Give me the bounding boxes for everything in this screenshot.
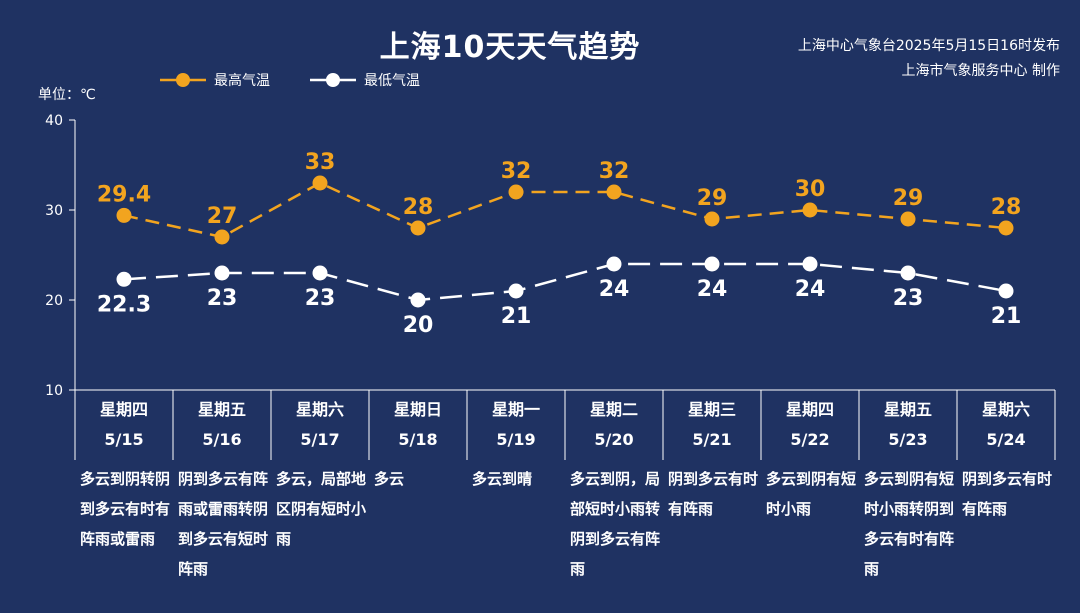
y-tick-label: 40 bbox=[45, 113, 63, 129]
data-point-low bbox=[704, 256, 720, 272]
day-header: 星期二 5/20 bbox=[565, 390, 663, 460]
day-header: 星期日 5/18 bbox=[369, 390, 467, 460]
data-label-low: 23 bbox=[207, 286, 238, 311]
publisher-line-2: 上海市气象服务中心 制作 bbox=[901, 63, 1060, 79]
data-label-low: 24 bbox=[697, 277, 728, 302]
day-header: 星期三 5/21 bbox=[663, 390, 761, 460]
day-header: 星期六 5/24 bbox=[957, 390, 1055, 460]
data-point-low bbox=[116, 271, 132, 287]
day-header: 星期六 5/17 bbox=[271, 390, 369, 460]
weather-description: 多云到阴有短时小雨转阴到多云有时有阵雨 bbox=[864, 470, 955, 578]
date-label: 5/21 bbox=[692, 430, 732, 449]
weekday-label: 星期六 bbox=[981, 400, 1030, 419]
weather-description: 多云到晴 bbox=[472, 470, 533, 488]
data-point-low bbox=[606, 256, 622, 272]
day-header: 星期五 5/23 bbox=[859, 390, 957, 460]
data-point-high bbox=[900, 211, 916, 227]
data-point-high bbox=[312, 175, 328, 191]
legend-low: 最低气温 bbox=[310, 70, 420, 90]
date-label: 5/16 bbox=[202, 430, 242, 449]
data-point-high bbox=[508, 184, 524, 200]
data-label-high: 33 bbox=[305, 150, 336, 175]
day-header: 星期四 5/15 bbox=[75, 390, 173, 460]
date-label: 5/19 bbox=[496, 430, 536, 449]
weekday-label: 星期三 bbox=[687, 400, 736, 419]
data-label-high: 29.4 bbox=[97, 182, 151, 207]
series-line-high bbox=[123, 181, 1007, 239]
weather-description: 多云到阴有短时小雨 bbox=[766, 470, 857, 518]
data-label-high: 27 bbox=[207, 204, 238, 229]
weather-description: 多云到阴转阴到多云有时有阵雨或雷雨 bbox=[80, 470, 171, 548]
y-tick-label: 10 bbox=[45, 383, 63, 399]
data-point-low bbox=[900, 265, 916, 281]
data-point-low bbox=[312, 265, 328, 281]
data-label-high: 29 bbox=[893, 186, 924, 211]
data-point-high bbox=[998, 220, 1014, 236]
weekday-label: 星期五 bbox=[197, 400, 246, 419]
data-point-high bbox=[606, 184, 622, 200]
data-label-high: 28 bbox=[403, 195, 434, 220]
legend-high-marker bbox=[160, 73, 206, 87]
data-point-low bbox=[998, 283, 1014, 299]
date-label: 5/15 bbox=[104, 430, 144, 449]
data-label-low: 24 bbox=[795, 277, 826, 302]
date-label: 5/23 bbox=[888, 430, 928, 449]
data-point-high bbox=[704, 211, 720, 227]
y-tick-label: 20 bbox=[45, 293, 63, 309]
weekday-label: 星期四 bbox=[785, 400, 834, 419]
data-point-low bbox=[214, 265, 230, 281]
unit-label: 单位：℃ bbox=[38, 87, 96, 103]
weekday-label: 星期六 bbox=[295, 400, 344, 419]
weather-description: 阴到多云有时有阵雨 bbox=[962, 470, 1053, 518]
data-label-low: 20 bbox=[403, 313, 434, 338]
legend-high-label: 最高气温 bbox=[214, 73, 270, 89]
date-label: 5/17 bbox=[300, 430, 340, 449]
day-header: 星期五 5/16 bbox=[173, 390, 271, 460]
weekday-label: 星期一 bbox=[491, 400, 540, 419]
data-label-low: 22.3 bbox=[97, 292, 151, 317]
data-label-low: 23 bbox=[305, 286, 336, 311]
chart-title: 上海10天天气趋势 bbox=[379, 30, 641, 65]
series-line-low bbox=[123, 262, 1007, 302]
data-point-high bbox=[214, 229, 230, 245]
date-label: 5/18 bbox=[398, 430, 438, 449]
data-label-low: 21 bbox=[501, 304, 532, 329]
data-label-high: 28 bbox=[991, 195, 1022, 220]
legend-low-label: 最低气温 bbox=[364, 73, 420, 89]
data-label-high: 32 bbox=[599, 159, 630, 184]
weather-description: 阴到多云有阵雨或雷雨转阴到多云有短时阵雨 bbox=[178, 470, 269, 578]
legend-high: 最高气温 bbox=[160, 70, 270, 90]
date-label: 5/24 bbox=[986, 430, 1026, 449]
data-point-high bbox=[802, 202, 818, 218]
data-point-high bbox=[410, 220, 426, 236]
day-header: 星期一 5/19 bbox=[467, 390, 565, 460]
weather-description: 多云到阴，局部短时小雨转阴到多云有阵雨 bbox=[570, 470, 661, 578]
weather-description: 多云，局部地区阴有短时小雨 bbox=[276, 470, 367, 548]
weather-description: 阴到多云有时有阵雨 bbox=[668, 470, 759, 518]
data-label-high: 32 bbox=[501, 159, 532, 184]
day-header: 星期四 5/22 bbox=[761, 390, 859, 460]
weekday-label: 星期二 bbox=[589, 400, 638, 419]
data-label-high: 30 bbox=[795, 177, 826, 202]
data-label-low: 21 bbox=[991, 304, 1022, 329]
weekday-label: 星期日 bbox=[393, 400, 442, 419]
date-label: 5/20 bbox=[594, 430, 634, 449]
data-point-low bbox=[508, 283, 524, 299]
y-tick-label: 30 bbox=[45, 203, 63, 219]
publisher-line-1: 上海中心气象台2025年5月15日16时发布 bbox=[797, 38, 1060, 54]
data-label-low: 23 bbox=[893, 286, 924, 311]
weather-description: 多云 bbox=[374, 470, 405, 488]
data-label-low: 24 bbox=[599, 277, 630, 302]
data-point-low bbox=[802, 256, 818, 272]
publisher-info: 上海中心气象台2025年5月15日16时发布 上海市气象服务中心 制作 bbox=[798, 34, 1060, 84]
legend-low-marker bbox=[310, 73, 356, 87]
weekday-label: 星期四 bbox=[99, 400, 148, 419]
weekday-label: 星期五 bbox=[883, 400, 932, 419]
data-point-high bbox=[116, 207, 132, 223]
date-label: 5/22 bbox=[790, 430, 830, 449]
data-label-high: 29 bbox=[697, 186, 728, 211]
data-point-low bbox=[410, 292, 426, 308]
